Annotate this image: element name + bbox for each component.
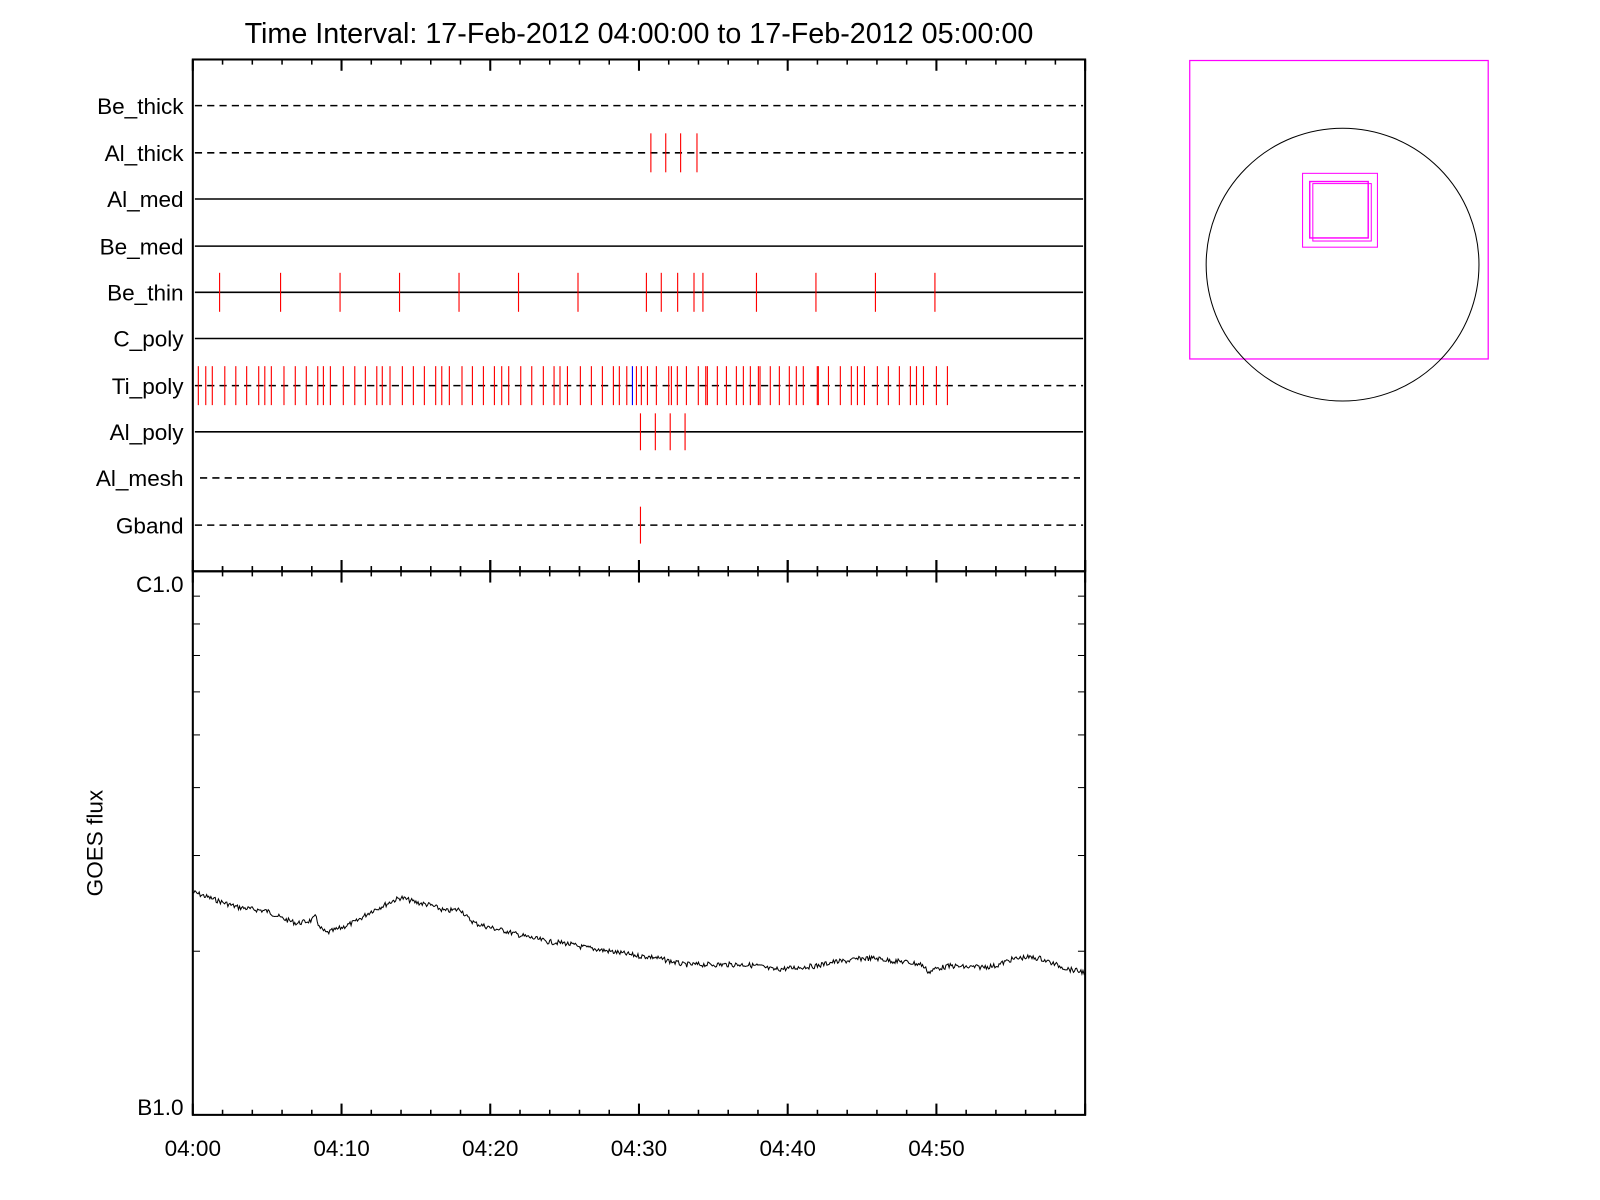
filter-row-al-mesh: Al_mesh [96, 466, 1080, 491]
timeline-frame [191, 58, 1087, 573]
x-tick-label: 04:20 [462, 1136, 518, 1161]
y-tick-label: B1.0 [137, 1095, 183, 1120]
filter-row-gband: Gband [116, 506, 1084, 544]
filter-label: Al_thick [105, 141, 185, 166]
x-tick-label: 04:00 [165, 1136, 221, 1161]
filter-row-be-thin: Be_thin [107, 272, 1084, 312]
fov-inner-box [1302, 172, 1378, 248]
filter-label: Al_poly [110, 420, 185, 445]
fov-inner-box [1312, 183, 1372, 242]
filter-label: Ti_poly [112, 374, 185, 399]
filter-row-ti-poly: Ti_poly [112, 366, 1084, 406]
chart-title: Time Interval: 17-Feb-2012 04:00:00 to 1… [245, 18, 1034, 50]
filter-row-al-med: Al_med [107, 187, 1084, 212]
x-tick-label: 04:40 [759, 1136, 815, 1161]
filter-row-al-thick: Al_thick [105, 133, 1084, 173]
y-axis-label: GOES flux [83, 789, 108, 896]
filter-label: Al_med [107, 187, 183, 212]
fov-inner-box [1309, 180, 1369, 239]
filter-label: Be_thick [97, 94, 184, 119]
filter-label: Be_thin [107, 281, 183, 306]
goes-flux-line [192, 889, 1086, 977]
goes-flux-panel: 04:00 04:10 04:20 04:30 04:40 04:50 C1.0 B1.0 GO… [83, 59, 1087, 1161]
solar-disk-circle [1205, 127, 1480, 402]
filter-label: Be_med [100, 234, 184, 259]
y-tick-label: C1.0 [136, 572, 184, 597]
filter-label: Al_mesh [96, 466, 184, 491]
filter-row-be-med: Be_med [100, 234, 1084, 259]
x-tick-label: 04:30 [611, 1136, 667, 1161]
goes-frame [191, 570, 1087, 1116]
filter-label: C_poly [113, 327, 184, 352]
filter-row-be-thick: Be_thick [97, 94, 1084, 119]
filter-row-al-poly: Al_poly [110, 413, 1084, 451]
solar-disk-panel [1189, 59, 1489, 402]
x-tick-label: 04:10 [313, 1136, 369, 1161]
fov-outer-box [1189, 59, 1489, 360]
x-tick-label: 04:50 [908, 1136, 964, 1161]
filter-timeline-panel: Be_thick Al_thick Al_med Be_med Be_thin C_pol… [96, 58, 1087, 573]
filter-row-c-poly: C_poly [113, 327, 1084, 352]
filter-label: Gband [116, 513, 184, 538]
